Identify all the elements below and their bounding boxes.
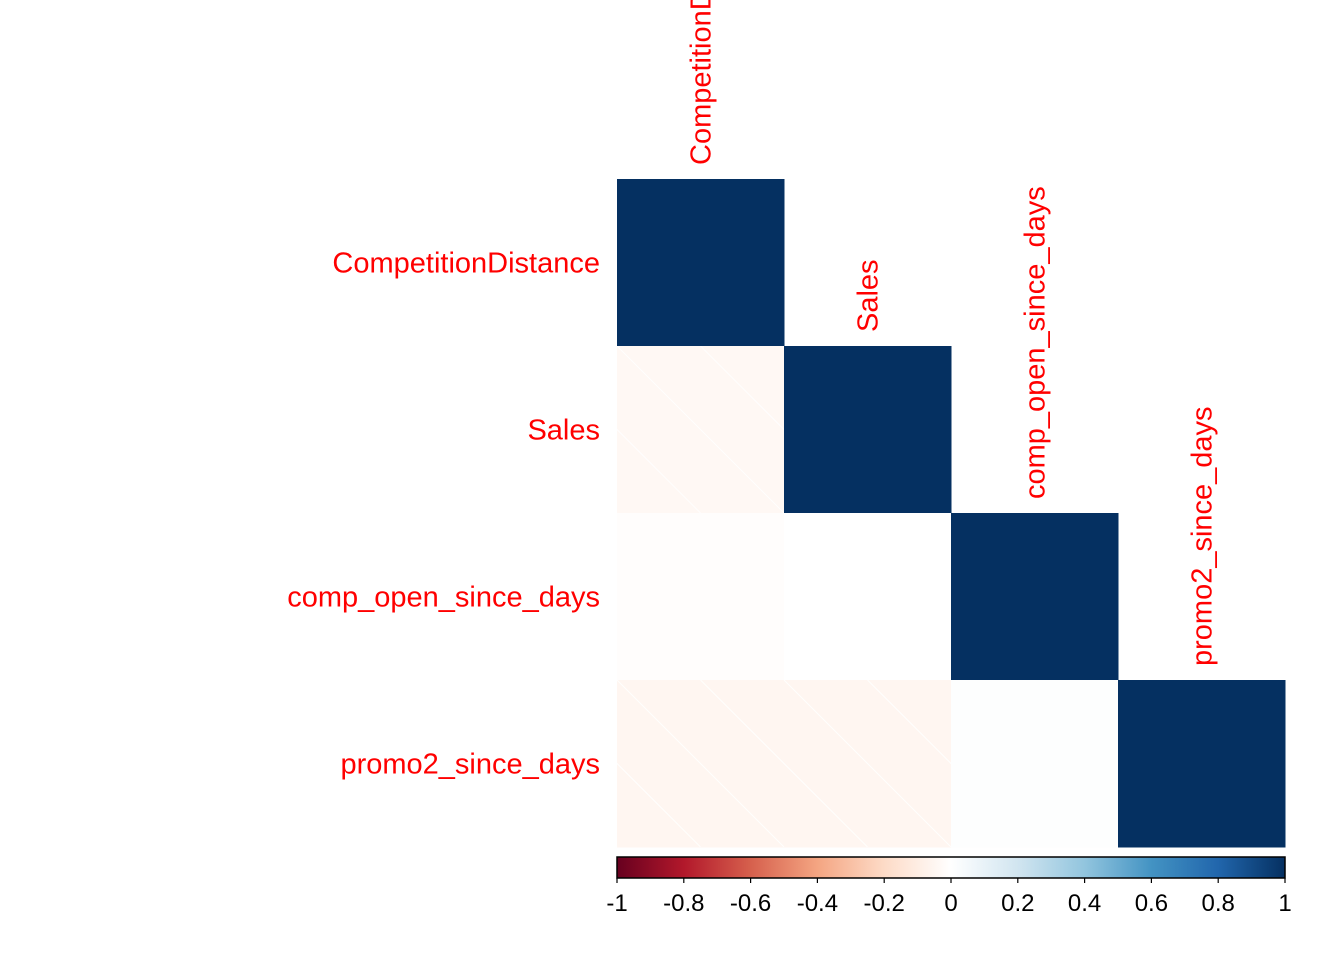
colorbar-tick-label: 0.4 bbox=[1068, 890, 1101, 917]
column-label: comp_open_since_days bbox=[1020, 186, 1052, 499]
hatch-line bbox=[700, 346, 784, 431]
column-label: Sales bbox=[853, 259, 885, 332]
row-label: promo2_since_days bbox=[340, 749, 600, 781]
cell-CompetitionDistance-CompetitionDistance bbox=[617, 179, 785, 347]
row-label: Sales bbox=[527, 415, 600, 447]
hatch-promo2_since_days-CompetitionDistance bbox=[617, 680, 784, 847]
hatch-lines bbox=[367, 346, 951, 847]
row-labels: CompetitionDistance Sales comp_open_since_… bbox=[287, 248, 600, 781]
colorbar-tick-label: 0 bbox=[944, 890, 957, 917]
hatch-line bbox=[617, 346, 784, 513]
colorbar-tick-label: 0.8 bbox=[1202, 890, 1235, 917]
hatch-line bbox=[784, 680, 951, 847]
hatch-Sales-CompetitionDistance bbox=[367, 346, 784, 513]
hatch-line bbox=[367, 346, 534, 513]
colorbar-tick-label: -0.6 bbox=[730, 890, 771, 917]
colorbar-tick-label: -0.4 bbox=[797, 890, 838, 917]
colorbar-gradient bbox=[617, 857, 1285, 878]
cell-comp_open_since_days-CompetitionDistance bbox=[617, 513, 785, 681]
colorbar-tick-label: -1 bbox=[606, 890, 627, 917]
colorbar-tick-label: 0.2 bbox=[1001, 890, 1034, 917]
column-label: CompetitionDistance bbox=[686, 0, 718, 165]
column-label: promo2_since_days bbox=[1187, 406, 1219, 666]
row-label: CompetitionDistance bbox=[332, 248, 600, 280]
heatmap-cells bbox=[617, 179, 1286, 848]
hatch-promo2_since_days-Sales bbox=[784, 680, 951, 847]
hatch-line bbox=[617, 680, 784, 847]
cell-promo2_since_days-promo2_since_days bbox=[1118, 680, 1286, 848]
colorbar-tick-label: -0.8 bbox=[663, 890, 704, 917]
colorbar-tick-label: 1 bbox=[1278, 890, 1291, 917]
cell-comp_open_since_days-comp_open_since_days bbox=[951, 513, 1119, 681]
cell-comp_open_since_days-Sales bbox=[784, 513, 952, 681]
column-labels: CompetitionDistance Sales comp_open_since_… bbox=[686, 0, 1219, 666]
cell-promo2_since_days-comp_open_since_days bbox=[951, 680, 1119, 848]
cell-Sales-Sales bbox=[784, 346, 952, 514]
colorbar: -1 -0.8 -0.6 -0.4 -0.2 0 0.2 0.4 0.6 0.8 1 bbox=[606, 856, 1292, 917]
row-label: comp_open_since_days bbox=[287, 582, 600, 614]
hatch-line bbox=[617, 428, 701, 513]
colorbar-tick-label: 0.6 bbox=[1135, 890, 1168, 917]
hatch-line bbox=[617, 762, 701, 847]
hatch-line bbox=[784, 762, 868, 847]
colorbar-tick-label: -0.2 bbox=[864, 890, 905, 917]
hatch-line bbox=[867, 680, 951, 765]
hatch-line bbox=[700, 680, 784, 765]
